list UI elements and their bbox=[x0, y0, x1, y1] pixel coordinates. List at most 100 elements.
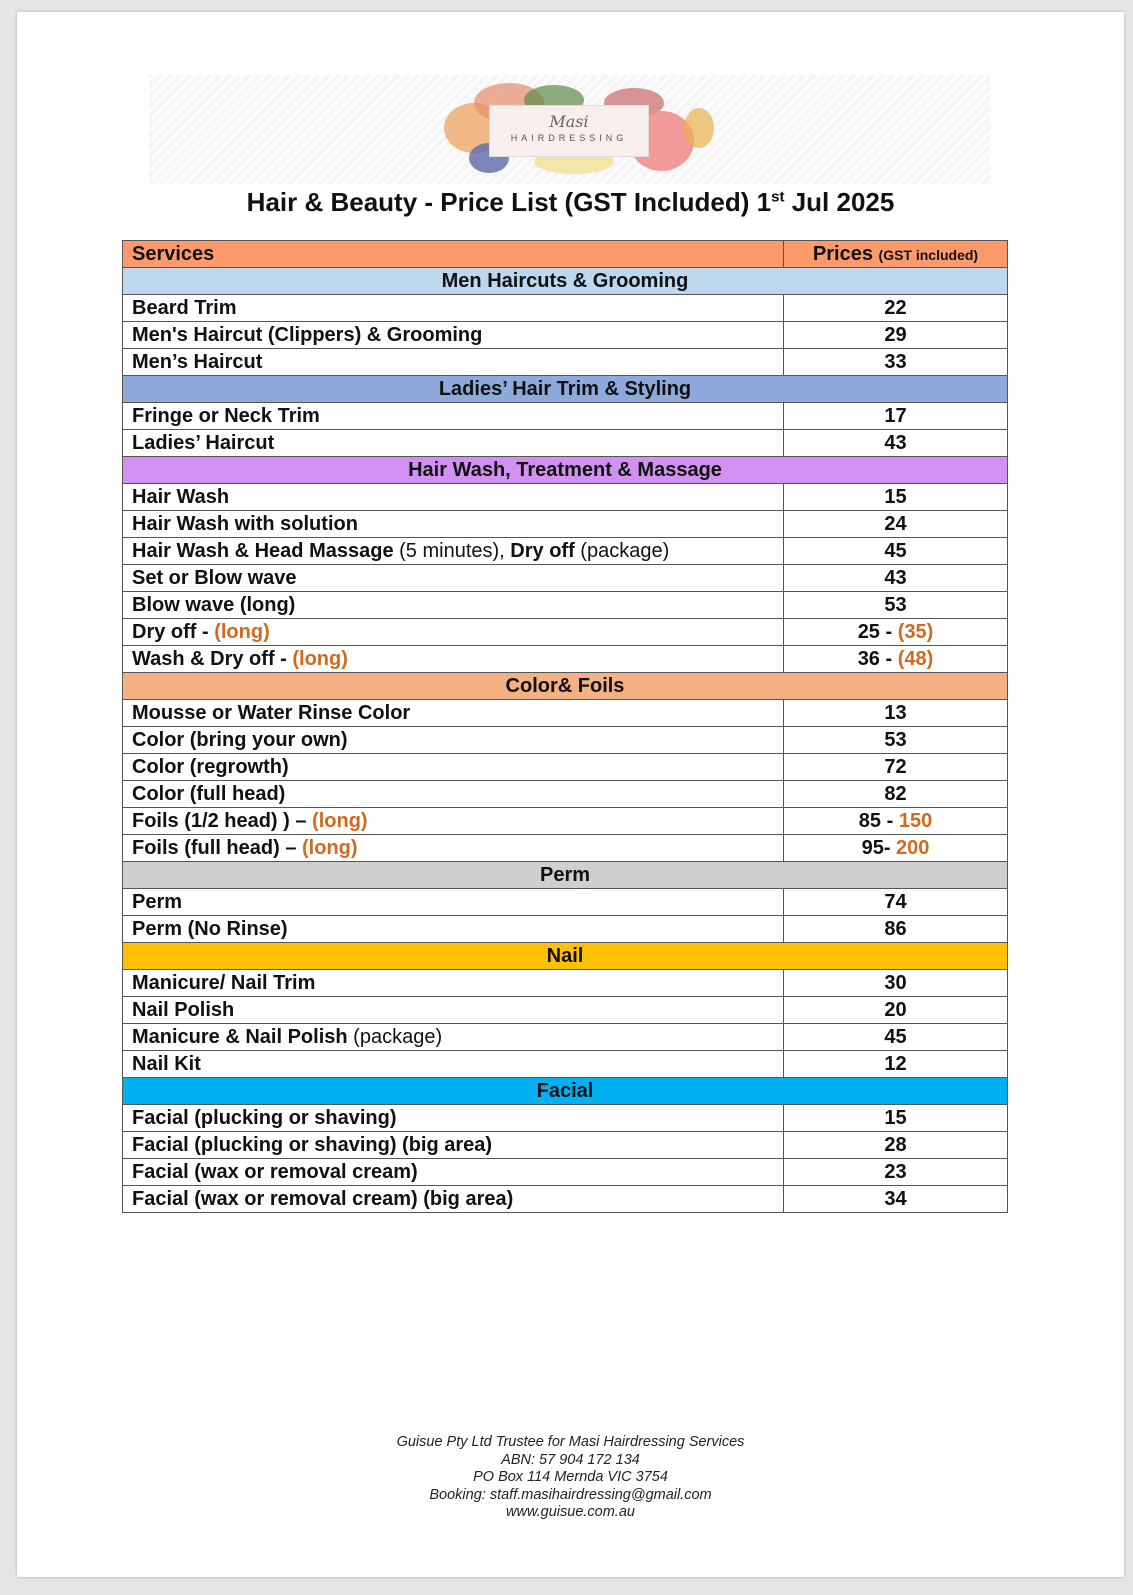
service-cell: Hair Wash bbox=[122, 483, 784, 511]
price-cell: 24 bbox=[783, 510, 1008, 538]
text-segment: Nail Kit bbox=[132, 1052, 201, 1075]
text-segment: 33 bbox=[884, 350, 907, 373]
service-cell: Wash & Dry off - (long) bbox=[122, 645, 784, 673]
text-segment: Mousse or Water Rinse Color bbox=[132, 701, 411, 724]
text-segment: 72 bbox=[884, 755, 907, 778]
price-cell: 20 bbox=[783, 996, 1008, 1024]
text-segment: 43 bbox=[884, 431, 907, 454]
text-segment: Nail Polish bbox=[132, 998, 235, 1021]
table-row: Set or Blow wave 43 bbox=[122, 564, 1008, 592]
text-segment: 12 bbox=[884, 1052, 907, 1075]
table-row: Blow wave (long) 53 bbox=[122, 591, 1008, 619]
price-cell: 15 bbox=[783, 483, 1008, 511]
service-cell: Ladies’ Haircut bbox=[122, 429, 784, 457]
price-cell: 23 bbox=[783, 1158, 1008, 1186]
service-cell: Color (regrowth) bbox=[122, 753, 784, 781]
document-page: Masi HAIRDRESSING Hair & Beauty - Price … bbox=[17, 12, 1124, 1577]
text-segment: 17 bbox=[884, 404, 907, 427]
text-segment: Men’s Haircut bbox=[132, 350, 263, 373]
text-segment: Manicure & Nail Polish bbox=[132, 1025, 348, 1048]
text-segment: 22 bbox=[884, 296, 907, 319]
service-cell: Color (bring your own) bbox=[122, 726, 784, 754]
services-header: Services bbox=[122, 240, 784, 268]
service-cell: Facial (wax or removal cream) (big area) bbox=[122, 1185, 784, 1213]
text-segment: Manicure/ Nail Trim bbox=[132, 971, 316, 994]
text-segment: 23 bbox=[884, 1160, 907, 1183]
section-header: Nail bbox=[122, 942, 1008, 970]
service-cell: Facial (plucking or shaving) bbox=[122, 1104, 784, 1132]
price-cell: 30 bbox=[783, 969, 1008, 997]
price-cell: 53 bbox=[783, 726, 1008, 754]
table-row: Hair Wash & Head Massage (5 minutes), Dr… bbox=[122, 537, 1008, 565]
text-segment: 15 bbox=[884, 485, 907, 508]
text-segment: 25 - bbox=[857, 620, 898, 643]
text-segment: Dry off bbox=[510, 539, 575, 562]
service-cell: Foils (1/2 head) ) – (long) bbox=[122, 807, 784, 835]
service-cell: Hair Wash & Head Massage (5 minutes), Dr… bbox=[122, 537, 784, 565]
text-segment: 36 - bbox=[857, 647, 898, 670]
service-cell: Foils (full head) – (long) bbox=[122, 834, 784, 862]
footer-line: PO Box 114 Mernda VIC 3754 bbox=[473, 1469, 668, 1485]
text-segment: 45 bbox=[884, 539, 907, 562]
text-segment: 85 - bbox=[858, 809, 899, 832]
table-row: Hair Wash with solution 24 bbox=[122, 510, 1008, 538]
text-segment: 43 bbox=[884, 566, 907, 589]
text-segment: 15 bbox=[884, 1106, 907, 1129]
table-row: Hair Wash 15 bbox=[122, 483, 1008, 511]
table-row: Ladies’ Haircut 43 bbox=[122, 429, 1008, 457]
text-segment: Foils (full head) – bbox=[132, 836, 303, 859]
logo-subtitle: HAIRDRESSING bbox=[510, 133, 628, 143]
text-segment: 20 bbox=[884, 998, 907, 1021]
table-row: Mousse or Water Rinse Color 13 bbox=[122, 699, 1008, 727]
footer-line: Booking: staff.masihairdressing@gmail.co… bbox=[429, 1486, 712, 1503]
text-segment: 28 bbox=[884, 1133, 907, 1156]
price-table: Services Prices (GST included) Men Hairc… bbox=[122, 240, 1008, 1213]
text-segment: 86 bbox=[884, 917, 907, 940]
text-segment: (48) bbox=[897, 647, 934, 670]
price-cell: 29 bbox=[783, 321, 1008, 349]
service-cell: Perm (No Rinse) bbox=[122, 915, 784, 943]
price-cell: 33 bbox=[783, 348, 1008, 376]
text-segment: (long) bbox=[312, 809, 368, 832]
text-segment: 95- bbox=[861, 836, 897, 859]
text-segment: 29 bbox=[884, 323, 907, 346]
service-cell: Facial (plucking or shaving) (big area) bbox=[122, 1131, 784, 1159]
price-cell: 36 - (48) bbox=[783, 645, 1008, 673]
price-cell: 17 bbox=[783, 402, 1008, 430]
title-superscript: st bbox=[771, 188, 785, 206]
section-title: Facial bbox=[122, 1077, 1008, 1105]
table-row: Foils (full head) – (long) 95- 200 bbox=[122, 834, 1008, 862]
section-header: Perm bbox=[122, 861, 1008, 889]
logo-banner: Masi HAIRDRESSING bbox=[149, 75, 990, 184]
price-cell: 28 bbox=[783, 1131, 1008, 1159]
table-row: Nail Kit 12 bbox=[122, 1050, 1008, 1078]
service-cell: Perm bbox=[122, 888, 784, 916]
section-title: Ladies’ Hair Trim & Styling bbox=[122, 375, 1008, 403]
text-segment: 13 bbox=[884, 701, 907, 724]
service-cell: Facial (wax or removal cream) bbox=[122, 1158, 784, 1186]
text-segment: Facial (plucking or shaving) (big area) bbox=[132, 1133, 493, 1156]
service-cell: Manicure/ Nail Trim bbox=[122, 969, 784, 997]
price-cell: 45 bbox=[783, 537, 1008, 565]
service-cell: Beard Trim bbox=[122, 294, 784, 322]
masi-logo: Masi HAIRDRESSING bbox=[434, 83, 714, 175]
price-cell: 22 bbox=[783, 294, 1008, 322]
price-cell: 34 bbox=[783, 1185, 1008, 1213]
text-segment: Perm (No Rinse) bbox=[132, 917, 288, 940]
price-cell: 13 bbox=[783, 699, 1008, 727]
text-segment: Set or Blow wave bbox=[132, 566, 297, 589]
section-title: Color& Foils bbox=[122, 672, 1008, 700]
table-row: Facial (wax or removal cream) (big area)… bbox=[122, 1185, 1008, 1213]
text-segment: 200 bbox=[896, 836, 930, 859]
text-segment: Ladies’ Haircut bbox=[132, 431, 275, 454]
footer: Guisue Pty Ltd Trustee for Masi Hairdres… bbox=[17, 1434, 1124, 1522]
section-header: Hair Wash, Treatment & Massage bbox=[122, 456, 1008, 484]
text-segment: 30 bbox=[884, 971, 907, 994]
table-row: Color (full head) 82 bbox=[122, 780, 1008, 808]
price-cell: 74 bbox=[783, 888, 1008, 916]
price-cell: 72 bbox=[783, 753, 1008, 781]
price-cell: 85 - 150 bbox=[783, 807, 1008, 835]
service-cell: Set or Blow wave bbox=[122, 564, 784, 592]
service-cell: Men's Haircut (Clippers) & Grooming bbox=[122, 321, 784, 349]
text-segment: Hair Wash with solution bbox=[132, 512, 358, 535]
